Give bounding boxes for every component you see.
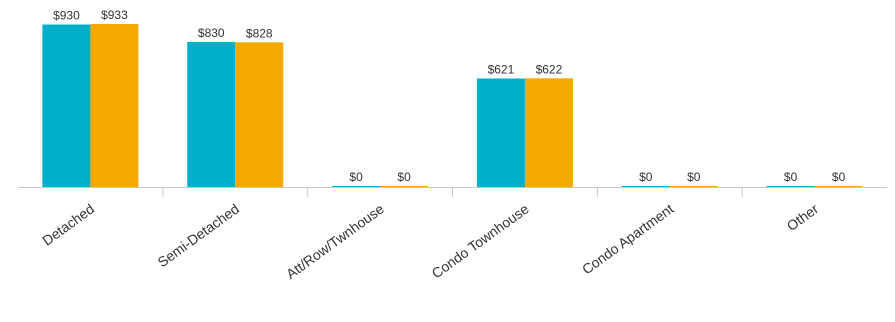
bar — [90, 24, 139, 187]
category-label: Condo Townhouse — [429, 200, 532, 281]
category-label: Other — [784, 200, 822, 234]
data-label: $0 — [784, 170, 798, 184]
data-label: $930 — [53, 9, 80, 23]
category-label: Semi-Detached — [155, 200, 242, 270]
category-label: Detached — [39, 200, 97, 248]
bar — [621, 186, 670, 187]
bar — [524, 78, 573, 187]
data-label: $621 — [488, 63, 515, 77]
data-label: $828 — [246, 26, 273, 40]
category-label: Condo Apartment — [579, 200, 677, 277]
category-label: Att/Row/Twnhouse — [283, 200, 387, 282]
data-label: $0 — [349, 170, 363, 184]
data-label: $0 — [639, 170, 653, 184]
bar — [476, 78, 525, 187]
bar — [332, 186, 381, 187]
bar — [235, 42, 284, 187]
value-labels-layer: $930 $933 $830 $828 $0 $0 $621 $622 $0 $0 $0 $0 — [53, 8, 846, 184]
data-label: $830 — [198, 26, 225, 40]
category-labels-layer: Detached Semi-Detached Att/Row/Twnhouse Con… — [39, 200, 821, 282]
data-label: $622 — [536, 62, 563, 76]
data-label: $0 — [687, 170, 701, 184]
data-label: $0 — [832, 170, 846, 184]
bar — [380, 186, 429, 187]
bar — [42, 24, 91, 188]
bars-layer — [42, 24, 863, 188]
bar — [766, 186, 815, 187]
x-axis-ticks — [162, 187, 743, 197]
bar — [669, 186, 718, 187]
bar — [814, 186, 863, 187]
bar — [187, 41, 236, 187]
data-label: $933 — [101, 8, 128, 22]
data-label: $0 — [397, 170, 411, 184]
